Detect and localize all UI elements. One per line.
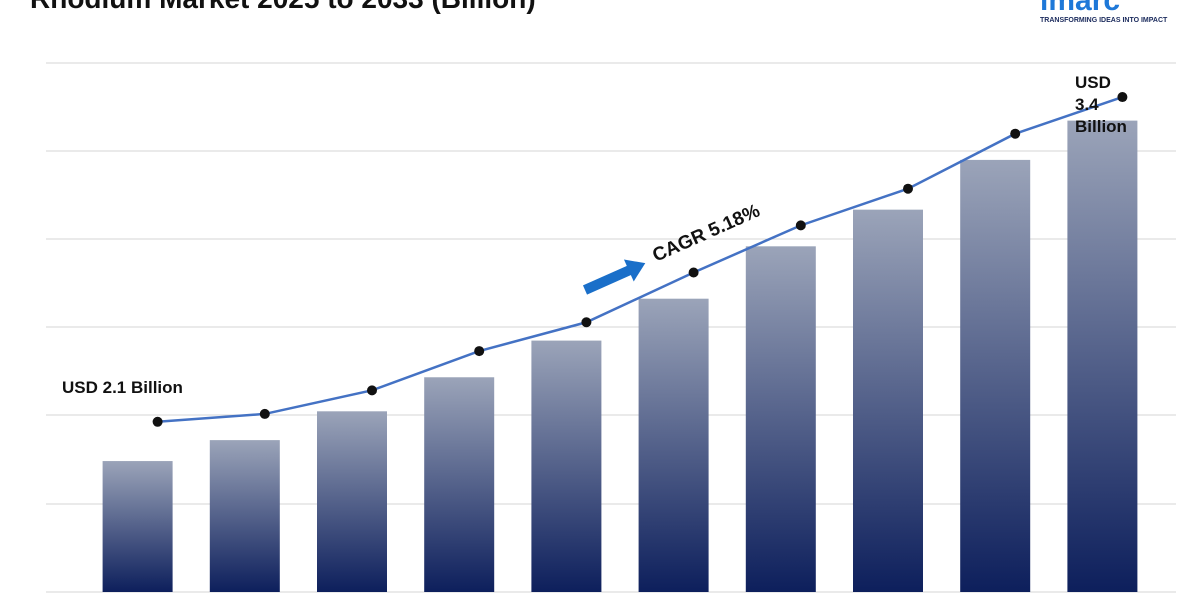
bar (638, 298, 709, 592)
logo-tagline: TRANSFORMING IDEAS INTO IMPACT (1040, 17, 1168, 24)
arrow-shaft (582, 265, 633, 295)
bar (960, 159, 1031, 592)
bar (853, 209, 923, 592)
trend-point (795, 220, 806, 231)
arrow-head (623, 259, 646, 282)
bar (424, 377, 495, 592)
bar (1067, 120, 1138, 592)
bar (209, 440, 280, 592)
bar (102, 461, 173, 592)
trend-point (367, 385, 377, 396)
end-annotation: USD 3.4 Billion (1075, 73, 1127, 136)
bar (317, 411, 387, 592)
trend-point (152, 416, 163, 427)
trend-point (474, 346, 485, 357)
trend-point (688, 267, 699, 278)
trend-point (259, 408, 270, 419)
start-annotation: USD 2.1 Billion (62, 378, 183, 397)
trend-point (903, 183, 913, 194)
trend-point (581, 317, 592, 328)
bar (745, 246, 816, 592)
chart-title: Rhodium Market 2025 to 2033 (Billion) (30, 0, 536, 14)
logo: imarc (1040, 0, 1120, 17)
cagr-arrow (582, 259, 646, 295)
trend-point (1117, 92, 1128, 103)
trend-point (1010, 128, 1021, 139)
bar (531, 340, 602, 592)
trend-line (157, 95, 1123, 424)
